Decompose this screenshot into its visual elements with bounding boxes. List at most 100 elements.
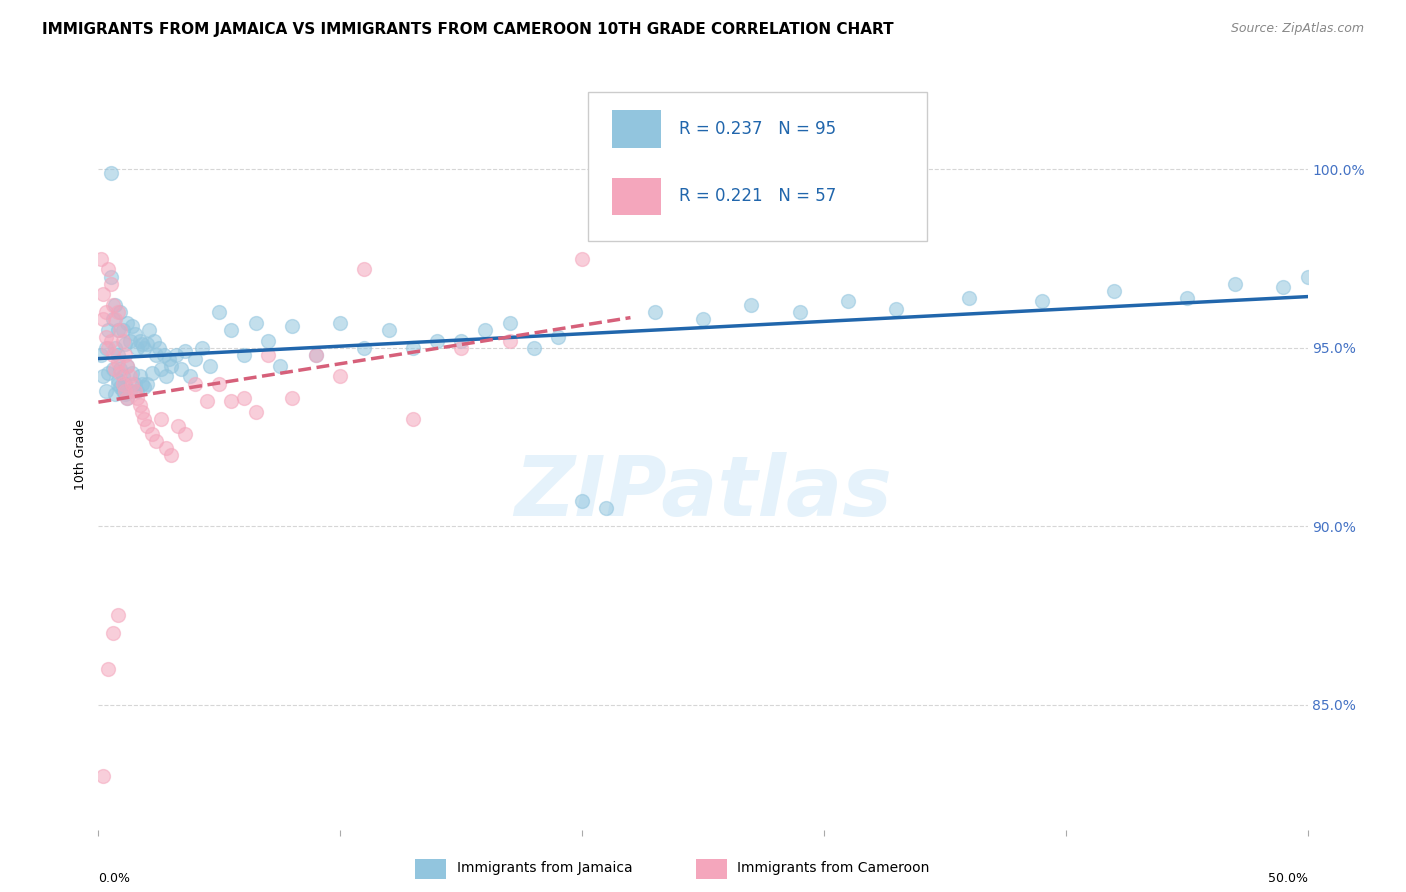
- Point: [117, 316, 139, 330]
- Point: [450, 334, 472, 348]
- Point: [104, 362, 127, 376]
- Point: [108, 305, 131, 319]
- Point: [1102, 284, 1125, 298]
- Point: [108, 323, 131, 337]
- Point: [111, 376, 134, 391]
- Point: [523, 341, 546, 355]
- Point: [94, 384, 117, 398]
- Point: [104, 387, 127, 401]
- Point: [134, 412, 156, 426]
- Text: R = 0.221   N = 57: R = 0.221 N = 57: [679, 187, 837, 205]
- Point: [353, 341, 375, 355]
- Point: [329, 316, 352, 330]
- Point: [160, 448, 183, 462]
- Point: [104, 312, 127, 326]
- Point: [281, 319, 304, 334]
- Point: [221, 323, 243, 337]
- Point: [305, 348, 328, 362]
- Point: [114, 348, 136, 362]
- Text: ZIPatlas: ZIPatlas: [515, 452, 891, 533]
- Point: [595, 501, 617, 516]
- Point: [135, 376, 157, 391]
- Point: [402, 412, 425, 426]
- Point: [1031, 294, 1053, 309]
- Point: [124, 384, 146, 398]
- Point: [94, 305, 117, 319]
- Point: [184, 376, 207, 391]
- Point: [101, 626, 124, 640]
- Point: [245, 405, 267, 419]
- Point: [121, 366, 143, 380]
- Point: [281, 391, 304, 405]
- Point: [256, 334, 278, 348]
- Point: [107, 305, 129, 319]
- Point: [221, 394, 243, 409]
- Point: [97, 323, 120, 337]
- Point: [789, 305, 811, 319]
- Point: [111, 369, 134, 384]
- Text: Immigrants from Cameroon: Immigrants from Cameroon: [737, 861, 929, 875]
- Point: [117, 359, 139, 373]
- Point: [114, 384, 136, 398]
- Point: [114, 387, 136, 401]
- Point: [128, 369, 150, 384]
- Point: [150, 412, 173, 426]
- Point: [107, 355, 129, 369]
- Point: [740, 298, 762, 312]
- Point: [157, 351, 180, 366]
- Point: [474, 323, 496, 337]
- Point: [1272, 280, 1295, 294]
- Point: [108, 380, 131, 394]
- Point: [1296, 269, 1319, 284]
- Point: [269, 359, 291, 373]
- Text: Source: ZipAtlas.com: Source: ZipAtlas.com: [1230, 22, 1364, 36]
- Point: [402, 341, 425, 355]
- Point: [143, 334, 166, 348]
- Point: [91, 769, 114, 783]
- Point: [184, 351, 207, 366]
- Point: [198, 359, 221, 373]
- Point: [101, 362, 124, 376]
- Point: [131, 405, 153, 419]
- Point: [91, 369, 114, 384]
- Point: [117, 359, 139, 373]
- Point: [837, 294, 859, 309]
- Point: [134, 341, 156, 355]
- Point: [1223, 277, 1246, 291]
- Point: [104, 341, 127, 355]
- Point: [104, 298, 127, 312]
- Point: [127, 384, 149, 398]
- Point: [152, 348, 174, 362]
- Point: [97, 341, 120, 355]
- Text: IMMIGRANTS FROM JAMAICA VS IMMIGRANTS FROM CAMEROON 10TH GRADE CORRELATION CHART: IMMIGRANTS FROM JAMAICA VS IMMIGRANTS FR…: [42, 22, 894, 37]
- Point: [114, 376, 136, 391]
- Point: [100, 166, 122, 180]
- Point: [108, 366, 131, 380]
- Point: [111, 384, 134, 398]
- Point: [90, 252, 112, 266]
- Point: [107, 376, 129, 391]
- Point: [165, 348, 187, 362]
- Text: Immigrants from Jamaica: Immigrants from Jamaica: [457, 861, 633, 875]
- Point: [124, 326, 146, 341]
- Y-axis label: 10th Grade: 10th Grade: [73, 419, 87, 491]
- Point: [155, 441, 177, 455]
- Point: [886, 301, 908, 316]
- Point: [148, 341, 170, 355]
- Point: [121, 376, 143, 391]
- Point: [138, 323, 160, 337]
- Point: [1175, 291, 1198, 305]
- Text: 50.0%: 50.0%: [1268, 872, 1308, 886]
- Point: [195, 394, 218, 409]
- Point: [208, 376, 231, 391]
- Point: [256, 348, 278, 362]
- Point: [692, 312, 714, 326]
- Point: [498, 316, 520, 330]
- Point: [160, 359, 183, 373]
- Point: [134, 380, 156, 394]
- Point: [100, 277, 122, 291]
- Point: [118, 334, 141, 348]
- Point: [107, 373, 129, 387]
- Point: [101, 348, 124, 362]
- Text: R = 0.237   N = 95: R = 0.237 N = 95: [679, 120, 837, 138]
